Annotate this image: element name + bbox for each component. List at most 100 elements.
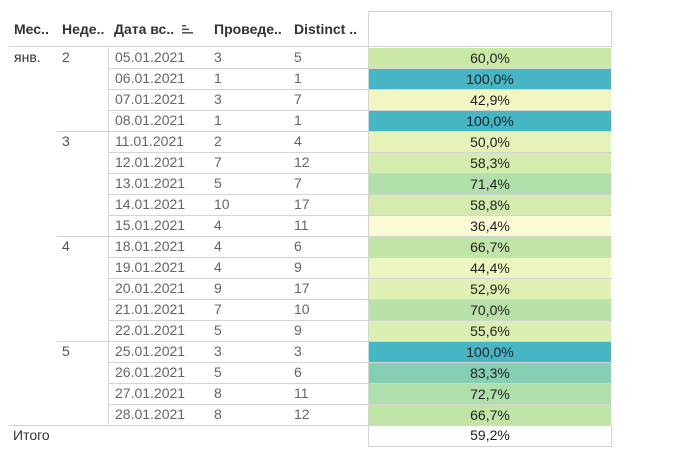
row-held: 8 xyxy=(214,406,222,422)
row-date: 15.01.2021 xyxy=(115,217,186,233)
row-percent-cell: 36,4% xyxy=(369,216,611,236)
header-month[interactable]: Мес.. xyxy=(14,21,49,37)
week-label: 5 xyxy=(62,343,70,359)
row-percent-cell: 58,8% xyxy=(369,195,611,215)
row-date: 25.01.2021 xyxy=(115,343,186,359)
row-percent-cell: 55,6% xyxy=(369,321,611,341)
total-right xyxy=(611,425,612,447)
row-divider xyxy=(108,215,612,216)
row-divider xyxy=(57,236,612,237)
row-date: 13.01.2021 xyxy=(115,175,186,191)
row-distinct: 6 xyxy=(294,238,302,254)
total-bottom xyxy=(369,446,612,447)
row-divider xyxy=(108,152,612,153)
row-date: 22.01.2021 xyxy=(115,322,186,338)
row-date: 26.01.2021 xyxy=(115,364,186,380)
row-distinct: 9 xyxy=(294,322,302,338)
row-date: 21.01.2021 xyxy=(115,301,186,317)
row-divider xyxy=(108,362,612,363)
row-distinct: 10 xyxy=(294,301,310,317)
row-percent-cell: 60,0% xyxy=(369,48,611,68)
row-distinct: 7 xyxy=(294,175,302,191)
row-held: 8 xyxy=(214,385,222,401)
row-divider xyxy=(108,89,612,90)
total-left xyxy=(368,425,369,447)
row-held: 4 xyxy=(214,238,222,254)
row-distinct: 12 xyxy=(294,406,310,422)
header-right-side xyxy=(611,11,612,47)
row-held: 3 xyxy=(214,343,222,359)
row-held: 9 xyxy=(214,280,222,296)
row-held: 7 xyxy=(214,154,222,170)
row-percent-cell: 71,4% xyxy=(369,174,611,194)
row-divider xyxy=(108,278,612,279)
row-distinct: 5 xyxy=(294,49,302,65)
row-distinct: 1 xyxy=(294,112,302,128)
row-held: 2 xyxy=(214,133,222,149)
row-held: 3 xyxy=(214,49,222,65)
row-percent-cell: 72,7% xyxy=(369,384,611,404)
header-divider xyxy=(9,46,612,47)
row-date: 19.01.2021 xyxy=(115,259,186,275)
row-held: 10 xyxy=(214,196,230,212)
row-percent-cell: 50,0% xyxy=(369,132,611,152)
header-date-label: Дата вс.. xyxy=(114,21,175,37)
row-date: 11.01.2021 xyxy=(115,133,185,149)
row-date: 28.01.2021 xyxy=(115,406,186,422)
row-distinct: 11 xyxy=(294,385,309,401)
measure-column-separator xyxy=(368,47,369,425)
row-distinct: 7 xyxy=(294,91,302,107)
row-held: 5 xyxy=(214,175,222,191)
row-date: 27.01.2021 xyxy=(115,385,186,401)
row-held: 1 xyxy=(214,112,222,128)
row-percent-cell: 100,0% xyxy=(369,342,611,362)
row-date: 08.01.2021 xyxy=(115,112,186,128)
row-divider xyxy=(57,131,612,132)
row-percent-cell: 100,0% xyxy=(369,69,611,89)
row-date: 05.01.2021 xyxy=(115,49,186,65)
sort-descending-icon[interactable] xyxy=(182,22,194,38)
row-distinct: 4 xyxy=(294,133,302,149)
header-held[interactable]: Проведе.. xyxy=(214,21,282,37)
total-value: 59,2% xyxy=(470,427,510,443)
row-percent-cell: 70,0% xyxy=(369,300,611,320)
row-held: 5 xyxy=(214,322,222,338)
row-divider xyxy=(57,341,612,342)
row-distinct: 6 xyxy=(294,364,302,380)
row-divider xyxy=(108,110,612,111)
row-percent-cell: 52,9% xyxy=(369,279,611,299)
row-divider xyxy=(108,194,612,195)
row-percent-cell: 83,3% xyxy=(369,363,611,383)
week-label: 3 xyxy=(62,133,70,149)
row-percent-cell: 66,7% xyxy=(369,237,611,257)
table-top-separator xyxy=(368,11,369,47)
row-date: 18.01.2021 xyxy=(115,238,186,254)
row-held: 4 xyxy=(214,217,222,233)
row-divider xyxy=(108,68,612,69)
row-divider xyxy=(108,383,612,384)
row-date: 06.01.2021 xyxy=(115,70,186,86)
row-divider xyxy=(108,299,612,300)
week-label: 4 xyxy=(62,238,70,254)
row-date: 07.01.2021 xyxy=(115,91,186,107)
row-held: 5 xyxy=(214,364,222,380)
row-percent-cell: 58,3% xyxy=(369,153,611,173)
header-date[interactable]: Дата вс.. xyxy=(114,21,194,38)
row-percent-cell: 42,9% xyxy=(369,90,611,110)
total-divider xyxy=(9,425,612,426)
row-divider xyxy=(108,257,612,258)
row-held: 3 xyxy=(214,91,222,107)
row-distinct: 3 xyxy=(294,343,302,359)
month-label: янв. xyxy=(14,49,41,65)
row-distinct: 9 xyxy=(294,259,302,275)
row-percent-cell: 66,7% xyxy=(369,405,611,425)
row-date: 14.01.2021 xyxy=(115,196,186,212)
row-distinct: 11 xyxy=(294,217,309,233)
week-label: 2 xyxy=(62,49,70,65)
row-distinct: 17 xyxy=(294,280,310,296)
row-distinct: 17 xyxy=(294,196,310,212)
header-week[interactable]: Неде.. xyxy=(62,21,105,37)
header-distinct[interactable]: Distinct .. xyxy=(294,21,358,37)
row-distinct: 12 xyxy=(294,154,310,170)
header-right-top xyxy=(368,11,612,12)
